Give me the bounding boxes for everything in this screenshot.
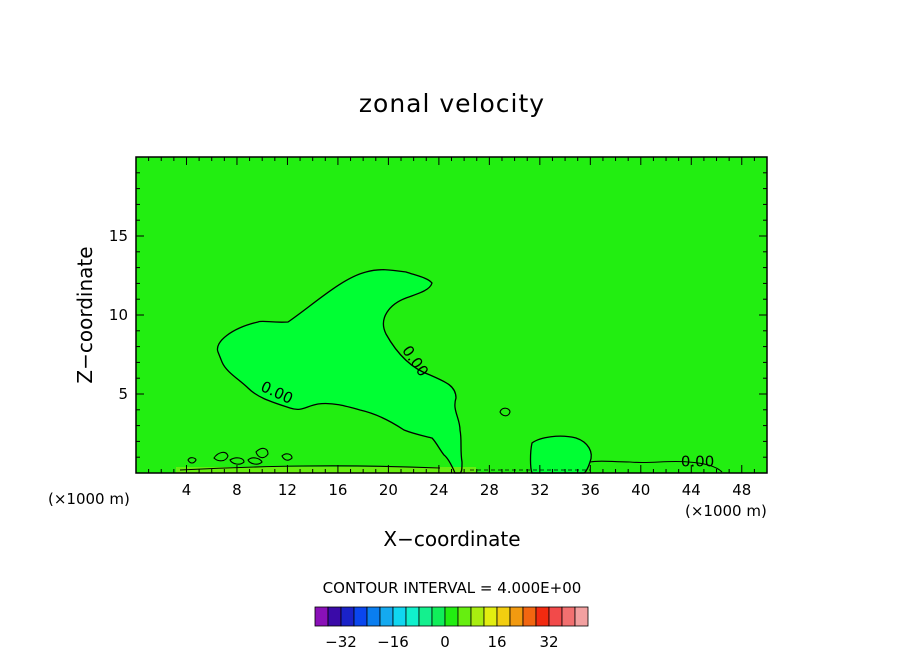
x-tick-label: 4 (182, 481, 192, 499)
x-tick-label: 40 (631, 481, 650, 499)
contour-interval-text: CONTOUR INTERVAL = 4.000E+00 (323, 579, 582, 597)
contour-lines (179, 269, 723, 474)
contour-small-ring-5 (281, 453, 293, 461)
main-negative-region (217, 269, 462, 473)
contour-small-ring-2 (229, 457, 245, 465)
x-tick-label: 28 (480, 481, 499, 499)
colorbar-tick-label: −32 (325, 633, 357, 651)
colorbar-swatch (457, 606, 472, 627)
colorbar-swatch (327, 606, 342, 627)
x-tick-label: 44 (682, 481, 701, 499)
colorbar-swatch (340, 606, 355, 627)
colorbar (314, 606, 589, 627)
x-tick-label: 32 (530, 481, 549, 499)
colorbar-swatch (522, 606, 537, 627)
colorbar-swatch (509, 606, 524, 627)
y-tick-label: 5 (118, 385, 128, 403)
contour-small-ring-1 (213, 451, 229, 462)
zero-contour-main (216, 269, 463, 474)
x-tick-label: 16 (328, 481, 347, 499)
colorbar-swatch (444, 606, 459, 627)
bottom-positive-band (176, 467, 476, 473)
contour-label: 0.00 (681, 453, 714, 471)
colorbar-swatch (574, 606, 589, 627)
x-unit-left: (×1000 m) (48, 490, 130, 508)
contour-regions (176, 269, 592, 473)
colorbar-tick-labels: −32 −16 0 16 32 (325, 633, 558, 651)
plot-area: 0.000.000.00 4 8 12 16 20 24 28 32 36 40 44 48 5101… (109, 156, 768, 499)
contour-low-line (179, 465, 441, 471)
x-tick-label: 20 (379, 481, 398, 499)
colorbar-swatch (483, 606, 498, 627)
colorbar-swatch (405, 606, 420, 627)
contour-small-ring-3 (255, 447, 269, 459)
colorbar-swatch (470, 606, 485, 627)
colorbar-tick-label: 0 (440, 633, 450, 651)
contour-small-ring-6 (499, 407, 511, 417)
y-axis-ticks: 5 10 15 (109, 172, 767, 458)
colorbar-tick-label: −16 (377, 633, 409, 651)
colorbar-swatch (535, 606, 550, 627)
x-axis-ticks: 4 8 12 16 20 24 28 32 36 40 44 48 (148, 157, 755, 499)
colorbar-swatch (314, 606, 329, 627)
x-axis-label: X−coordinate (383, 527, 520, 551)
x-tick-label: 8 (232, 481, 242, 499)
x-tick-label: 48 (732, 481, 751, 499)
colorbar-tick-label: 32 (539, 633, 558, 651)
colorbar-swatch (561, 606, 576, 627)
contour-tail (589, 460, 723, 473)
colorbar-swatch (392, 606, 407, 627)
colorbar-tick-label: 16 (487, 633, 506, 651)
zero-contour-secondary (529, 435, 592, 474)
contour-small-ring-7 (187, 457, 197, 464)
colorbar-swatch (548, 606, 563, 627)
x-unit-right: (×1000 m) (685, 502, 767, 520)
chart-title: zonal velocity (359, 89, 545, 118)
secondary-negative-region (530, 436, 592, 473)
colorbar-swatch (353, 606, 368, 627)
y-tick-label: 15 (109, 227, 128, 245)
x-tick-label: 36 (581, 481, 600, 499)
x-tick-label: 12 (278, 481, 297, 499)
x-tick-label: 24 (429, 481, 448, 499)
colorbar-swatch (431, 606, 446, 627)
contour-small-ring-4 (247, 457, 263, 465)
colorbar-swatch (379, 606, 394, 627)
y-axis-label: Z−coordinate (73, 246, 97, 383)
colorbar-swatch (418, 606, 433, 627)
colorbar-swatch (366, 606, 381, 627)
y-tick-label: 10 (109, 306, 128, 324)
colorbar-swatch (496, 606, 511, 627)
